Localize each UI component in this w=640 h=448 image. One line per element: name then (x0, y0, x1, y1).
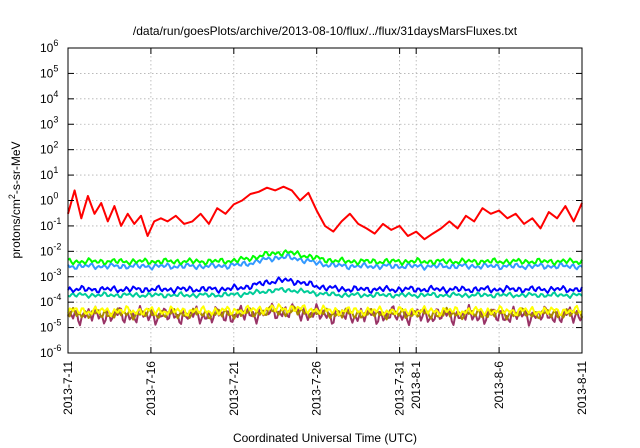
y-tick-exp: 3 (53, 114, 58, 124)
y-tick-label: 106 (40, 38, 58, 55)
y-tick-label: 10-3 (40, 267, 61, 284)
y-tick-base: 10 (40, 168, 54, 182)
y-tick-base: 10 (40, 92, 54, 106)
y-tick-label: 10-6 (40, 343, 61, 360)
x-tick-label: 2013-8-6 (492, 361, 506, 409)
x-tick-label: 2013-7-26 (310, 361, 324, 416)
y-axis-label-tail: -s-sr-MeV (9, 141, 23, 194)
y-tick-exp: 6 (53, 38, 58, 48)
y-axis-label-sup: 2 (7, 194, 17, 199)
y-tick-label: 10-5 (40, 318, 61, 335)
y-tick-exp: -1 (53, 216, 61, 226)
y-axis-ticks: 10-610-510-410-310-210-11001011021031041… (40, 38, 582, 360)
y-tick-label: 10-2 (40, 241, 61, 258)
y-tick-exp: -6 (53, 343, 61, 353)
y-tick-base: 10 (40, 219, 54, 233)
y-tick-label: 104 (40, 89, 58, 106)
y-tick-exp: 2 (53, 140, 58, 150)
y-tick-base: 10 (40, 143, 54, 157)
x-tick-label: 2013-7-21 (227, 361, 241, 416)
y-tick-exp: 4 (53, 89, 58, 99)
series-line (67, 287, 583, 299)
chart-title: /data/run/goesPlots/archive/2013-08-10/f… (133, 24, 518, 38)
x-tick-label: 2013-7-11 (61, 361, 75, 415)
series-group (67, 185, 583, 327)
y-tick-base: 10 (40, 270, 54, 284)
y-tick-label: 101 (40, 165, 58, 182)
y-tick-base: 10 (40, 117, 54, 131)
y-tick-label: 10-1 (40, 216, 61, 233)
series-line (67, 185, 583, 241)
y-tick-label: 105 (40, 63, 58, 80)
y-axis-label-base: protons/cm (9, 199, 23, 258)
y-tick-label: 102 (40, 140, 58, 157)
y-tick-exp: -5 (53, 318, 61, 328)
y-tick-base: 10 (40, 321, 54, 335)
y-tick-base: 10 (40, 194, 54, 208)
series-line (67, 249, 583, 266)
x-tick-label: 2013-7-31 (393, 361, 407, 416)
grid (68, 48, 582, 353)
y-tick-exp: 0 (53, 191, 58, 201)
y-tick-label: 100 (40, 191, 58, 208)
y-tick-exp: 1 (53, 165, 58, 175)
x-tick-label: 2013-7-16 (144, 361, 158, 416)
y-tick-base: 10 (40, 295, 54, 309)
x-tick-label: 2013-8-11 (575, 361, 589, 415)
x-tick-label: 2013-8-1 (409, 361, 423, 409)
y-tick-exp: -4 (53, 292, 61, 302)
y-tick-base: 10 (40, 66, 54, 80)
y-tick-base: 10 (40, 41, 54, 55)
series-line (67, 253, 583, 271)
y-tick-exp: -2 (53, 241, 61, 251)
y-tick-label: 10-4 (40, 292, 61, 309)
y-tick-base: 10 (40, 244, 54, 258)
y-tick-label: 103 (40, 114, 58, 131)
series-line (67, 303, 583, 318)
x-axis-ticks: 2013-7-11 2013-7-16 2013-7-21 2013-7-26 2013… (61, 48, 589, 416)
y-tick-exp: -3 (53, 267, 61, 277)
x-axis-label: Coordinated Universal Time (UTC) (233, 431, 417, 445)
y-axis-label: protons/cm2-s-sr-MeV (7, 141, 23, 258)
series-line (67, 276, 583, 294)
y-tick-exp: 5 (53, 63, 58, 73)
y-tick-base: 10 (40, 346, 54, 360)
